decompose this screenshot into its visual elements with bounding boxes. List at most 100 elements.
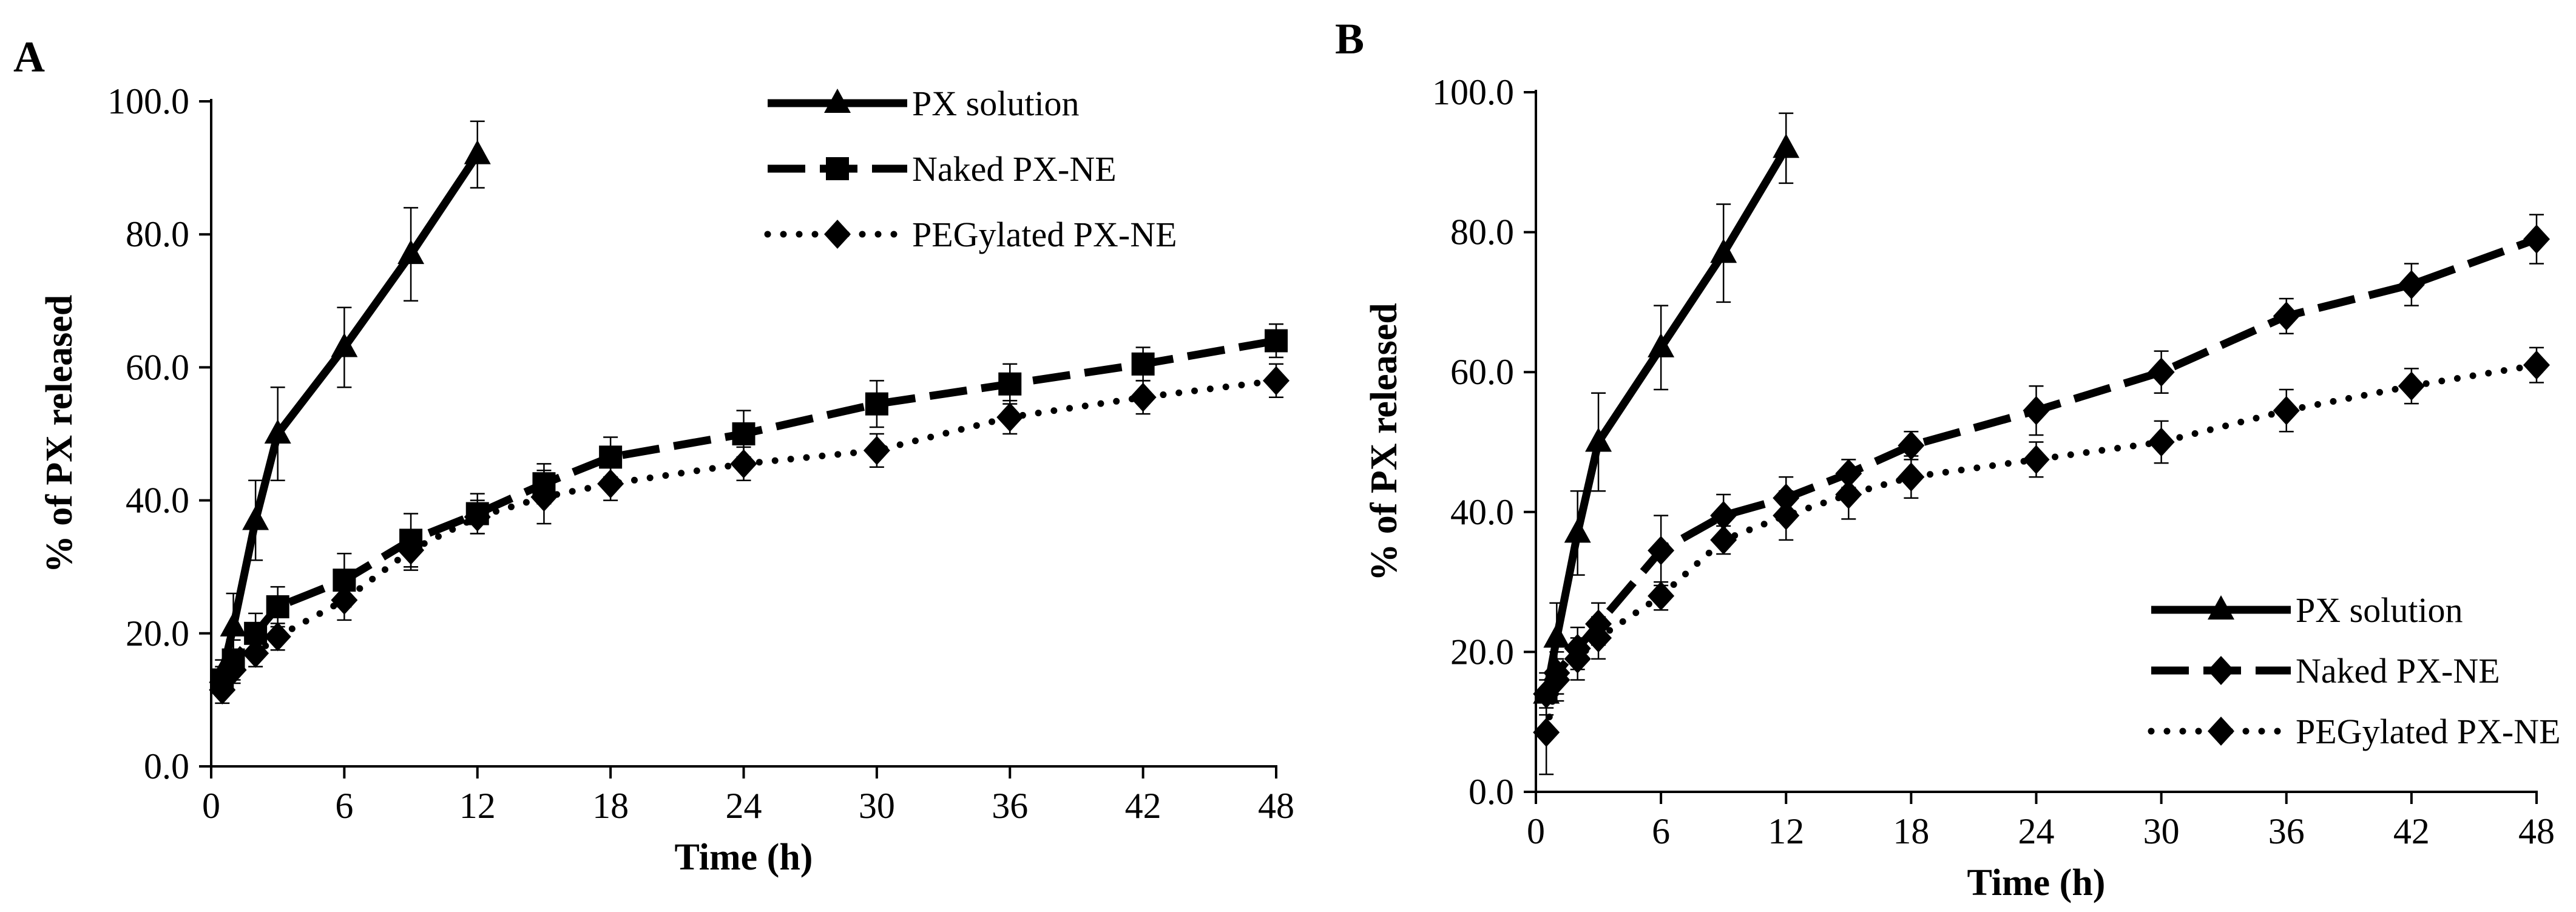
- legend-entry: PX solution: [768, 84, 1080, 123]
- data-point: [209, 675, 236, 704]
- data-point: [1263, 366, 1290, 396]
- series-pegylated-px-ne: [1533, 346, 2550, 775]
- legend-label: PX solution: [912, 84, 1080, 123]
- x-tick-label: 18: [1893, 811, 1929, 851]
- legend-entry: PEGylated PX-NE: [764, 215, 1177, 254]
- x-tick-label: 24: [2018, 811, 2055, 851]
- x-tick-label: 30: [2143, 811, 2180, 851]
- y-tick-label: 0.0: [144, 746, 189, 786]
- data-point: [2398, 270, 2425, 300]
- legend-entry: PX solution: [2151, 590, 2463, 630]
- x-tick-label: 6: [335, 786, 353, 826]
- legend-entry: Naked PX-NE: [768, 149, 1117, 189]
- y-tick-label: 80.0: [1450, 212, 1514, 252]
- data-point: [599, 445, 623, 469]
- data-point: [1648, 536, 1675, 566]
- data-point: [2398, 371, 2425, 401]
- data-point: [1773, 133, 1800, 158]
- series-line: [218, 377, 1280, 694]
- data-point: [220, 655, 247, 685]
- data-point: [1543, 665, 1570, 695]
- data-point: [1710, 501, 1737, 530]
- data-point: [2023, 445, 2050, 475]
- legend-label: PEGylated PX-NE: [2296, 712, 2561, 751]
- x-tick-label: 36: [2268, 811, 2305, 851]
- legend-marker: [2208, 595, 2234, 620]
- data-point: [1129, 382, 1157, 412]
- x-axis-title: Time (h): [675, 837, 813, 878]
- x-tick-label: 36: [992, 786, 1028, 826]
- data-point: [1585, 427, 1612, 452]
- data-point: [1533, 717, 1560, 747]
- data-point: [242, 638, 269, 668]
- data-point: [1265, 329, 1288, 353]
- data-point: [264, 419, 291, 444]
- legend-label: PEGylated PX-NE: [912, 215, 1177, 254]
- data-point: [2023, 396, 2050, 425]
- y-tick-label: 100.0: [1432, 72, 1514, 112]
- x-tick-label: 24: [726, 786, 762, 826]
- data-point: [1648, 581, 1675, 611]
- y-tick-label: 40.0: [126, 481, 189, 521]
- data-point: [397, 535, 425, 565]
- data-point: [1710, 525, 1737, 555]
- data-point: [2148, 427, 2175, 457]
- x-tick-label: 6: [1652, 811, 1670, 851]
- data-point: [1543, 623, 1570, 648]
- data-point: [1564, 518, 1591, 543]
- x-tick-label: 30: [859, 786, 895, 826]
- x-tick-label: 42: [1125, 786, 1161, 826]
- panel-b: B 0.0 20.0 40.0 60.0 80.0 100.0 0 6 12 18 24 30 36 42 4…: [1335, 15, 2561, 904]
- legend-marker: [824, 89, 851, 113]
- legend-marker: [2208, 656, 2234, 685]
- legend-entry: Naked PX-NE: [2151, 651, 2500, 691]
- legend-label: Naked PX-NE: [912, 149, 1117, 189]
- x-axis-title: Time (h): [1967, 862, 2106, 904]
- data-point: [1710, 238, 1737, 263]
- legend-marker: [826, 157, 849, 180]
- data-point: [464, 140, 491, 164]
- data-point: [1648, 333, 1675, 357]
- x-tick-label: 48: [1258, 786, 1294, 826]
- x-tick-label: 12: [1768, 811, 1804, 851]
- x-tick-label: 42: [2393, 811, 2430, 851]
- data-point: [331, 586, 358, 615]
- data-point: [397, 240, 425, 265]
- y-tick-label: 20.0: [1450, 632, 1514, 672]
- data-point: [2148, 357, 2175, 387]
- y-tick-label: 80.0: [126, 214, 189, 254]
- data-point: [1585, 623, 1612, 653]
- data-point: [530, 482, 558, 512]
- data-point: [464, 502, 491, 532]
- data-point: [865, 392, 888, 416]
- data-point: [1835, 479, 1862, 509]
- x-tick-label: 0: [1527, 811, 1545, 851]
- legend-marker: [824, 220, 851, 249]
- data-point: [2273, 396, 2300, 425]
- panel-letter: A: [13, 33, 45, 81]
- legend-label: Naked PX-NE: [2296, 651, 2500, 691]
- y-tick-label: 40.0: [1450, 492, 1514, 532]
- y-axis-title: % of PX released: [1364, 303, 1405, 581]
- y-tick-label: 20.0: [126, 613, 189, 654]
- data-point: [1564, 644, 1591, 674]
- data-point: [863, 436, 890, 465]
- x-tick-label: 48: [2518, 811, 2555, 851]
- legend-entry: PEGylated PX-NE: [2148, 712, 2561, 751]
- series-pegylated-px-ne: [209, 363, 1290, 704]
- y-tick-label: 100.0: [107, 81, 189, 121]
- y-tick-label: 60.0: [126, 347, 189, 387]
- data-point: [2523, 350, 2550, 380]
- data-point: [1898, 462, 1925, 492]
- legend-marker: [2208, 717, 2234, 746]
- data-point: [1898, 431, 1925, 461]
- x-tick-label: 12: [459, 786, 496, 826]
- panel-a: A 0.0 20.0 40.0 60.0 80.0 100.0 0 6 12 18 24 30 36 42 4…: [13, 33, 1294, 878]
- x-tick-label: 0: [202, 786, 220, 826]
- data-point: [996, 402, 1024, 432]
- data-point: [266, 595, 289, 618]
- data-point: [597, 469, 624, 499]
- data-point: [264, 622, 291, 652]
- y-axis-title: % of PX released: [39, 295, 80, 573]
